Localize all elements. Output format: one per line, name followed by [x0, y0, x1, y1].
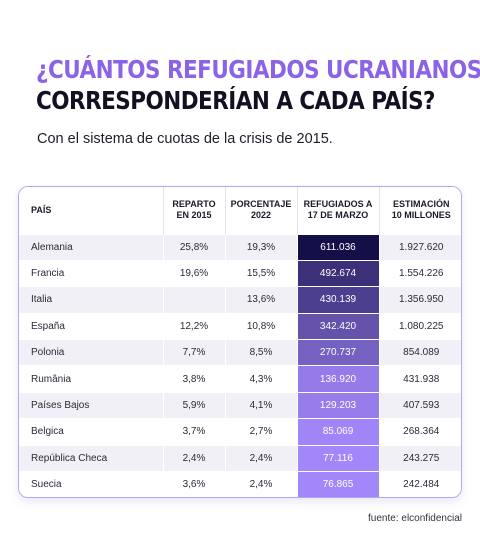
header-row: PAÍS REPARTO EN 2015 PORCENTAJE 2022 REFUGIAD…: [19, 187, 461, 234]
table-cell-country: Polonia: [19, 339, 163, 366]
table-cell-reparto: 3,7%: [162, 418, 225, 446]
table-cell-estimacion: 1.356.950: [378, 286, 461, 314]
table-row: Suecia 3,6% 2,4% 76.865 242.484: [19, 471, 461, 497]
table-cell-reparto: [162, 286, 225, 314]
table-cell-porcentaje: 10,8%: [224, 312, 297, 340]
table-cell-country: Suecia: [19, 471, 163, 497]
table-cell-reparto: 3,8%: [162, 365, 225, 393]
table-row: Alemania 25,8% 19,3% 611.036 1.927.620: [19, 233, 461, 261]
column-header-line: PAÍS: [31, 204, 52, 215]
table-cell-estimacion: 431.938: [378, 365, 461, 393]
table-cell-reparto: 3,6%: [162, 471, 225, 497]
table-cell-estimacion: 854.089: [378, 339, 461, 366]
source-note: fuente: elconfidencial: [368, 513, 462, 524]
table-cell-refugiados: 430.139: [296, 286, 379, 314]
table-cell-country: Rumânia: [19, 365, 163, 393]
column-header-line: ESTIMACIÓN: [392, 199, 450, 210]
column-header: REFUGIADOS A 17 DE MARZO: [296, 187, 379, 234]
table-cell-country: Francia: [19, 259, 163, 287]
table-cell-reparto: 5,9%: [162, 391, 225, 419]
table-cell-reparto: 7,7%: [162, 339, 225, 366]
column-header: PORCENTAJE 2022: [224, 187, 297, 234]
table-row: Belgica 3,7% 2,7% 85.069 268.364: [19, 418, 461, 446]
table-row: Países Bajos 5,9% 4,1% 129.203 407.593: [19, 391, 461, 419]
table-cell-reparto: 12,2%: [162, 312, 225, 340]
column-header-line: EN 2015: [176, 210, 212, 221]
column-header-line: 17 DE MARZO: [307, 210, 369, 221]
refugees-table: PAÍS REPARTO EN 2015 PORCENTAJE 2022 REFUGIAD…: [19, 187, 461, 497]
table-cell-refugiados: 85.069: [296, 418, 379, 446]
table-cell-country: Belgica: [19, 418, 163, 446]
table-row: Polonia 7,7% 8,5% 270.737 854.089: [19, 339, 461, 366]
table-cell-estimacion: 1.927.620: [378, 233, 461, 261]
table-cell-country: España: [19, 312, 163, 340]
table-cell-refugiados: 492.674: [296, 259, 379, 287]
title-line-2: CORRESPONDERÍAN A CADA PAÍS?: [36, 86, 436, 115]
table-cell-refugiados: 76.865: [296, 471, 379, 497]
table-cell-country: Alemania: [19, 233, 163, 261]
table-cell-estimacion: 1.554.226: [378, 259, 461, 287]
table-header: PAÍS REPARTO EN 2015 PORCENTAJE 2022 REFUGIAD…: [19, 187, 461, 234]
table-cell-country: República Checa: [19, 444, 163, 472]
title-line-1: ¿CUÁNTOS REFUGIADOS UCRANIANOS: [36, 55, 480, 84]
table-row: España 12,2% 10,8% 342.420 1.080.225: [19, 312, 461, 340]
table-cell-porcentaje: 4,3%: [224, 365, 297, 393]
table-row: Rumânia 3,8% 4,3% 136.920 431.938: [19, 365, 461, 393]
table-cell-reparto: 19,6%: [162, 259, 225, 287]
subtitle: Con el sistema de cuotas de la crisis de…: [37, 131, 333, 147]
table-cell-refugiados: 129.203: [296, 391, 379, 419]
column-header-line: 2022: [250, 210, 272, 221]
table-cell-porcentaje: 2,4%: [224, 471, 297, 497]
table-cell-porcentaje: 19,3%: [224, 233, 297, 261]
table-row: República Checa 2,4% 2,4% 77.116 243.275: [19, 444, 461, 472]
table-cell-country: Italia: [19, 286, 163, 314]
table-cell-estimacion: 268.364: [378, 418, 461, 446]
column-header: ESTIMACIÓN 10 MILLONES: [378, 187, 461, 234]
column-header-line: 10 MILLONES: [391, 210, 451, 221]
table-cell-porcentaje: 2,4%: [224, 444, 297, 472]
table-cell-refugiados: 611.036: [296, 233, 379, 261]
table-cell-estimacion: 1.080.225: [378, 312, 461, 340]
table-cell-reparto: 2,4%: [162, 444, 225, 472]
table-cell-porcentaje: 13,6%: [224, 286, 297, 314]
table-cell-porcentaje: 4,1%: [224, 391, 297, 419]
table-cell-refugiados: 270.737: [296, 339, 379, 366]
table-cell-refugiados: 136.920: [296, 365, 379, 393]
table-cell-country: Países Bajos: [19, 391, 163, 419]
table-cell-porcentaje: 8,5%: [224, 339, 297, 366]
table-row: Francia 19,6% 15,5% 492.674 1.554.226: [19, 259, 461, 287]
table-cell-refugiados: 342.420: [296, 312, 379, 340]
column-header-line: REPARTO: [172, 199, 216, 210]
table-cell-refugiados: 77.116: [296, 444, 379, 472]
table-row: Italia 13,6% 430.139 1.356.950: [19, 286, 461, 314]
column-header: REPARTO EN 2015: [162, 187, 225, 234]
column-header-line: PORCENTAJE: [230, 199, 292, 210]
table-cell-estimacion: 407.593: [378, 391, 461, 419]
data-table-card: PAÍS REPARTO EN 2015 PORCENTAJE 2022 REFUGIAD…: [18, 186, 462, 498]
table-cell-porcentaje: 2,7%: [224, 418, 297, 446]
column-header: PAÍS: [19, 187, 163, 234]
table-cell-estimacion: 242.484: [378, 471, 461, 497]
table-cell-estimacion: 243.275: [378, 444, 461, 472]
table-cell-reparto: 25,8%: [162, 233, 225, 261]
table-body: Alemania 25,8% 19,3% 611.036 1.927.620 Franci…: [19, 233, 461, 497]
column-header-line: REFUGIADOS A: [303, 199, 373, 210]
table-cell-porcentaje: 15,5%: [224, 259, 297, 287]
